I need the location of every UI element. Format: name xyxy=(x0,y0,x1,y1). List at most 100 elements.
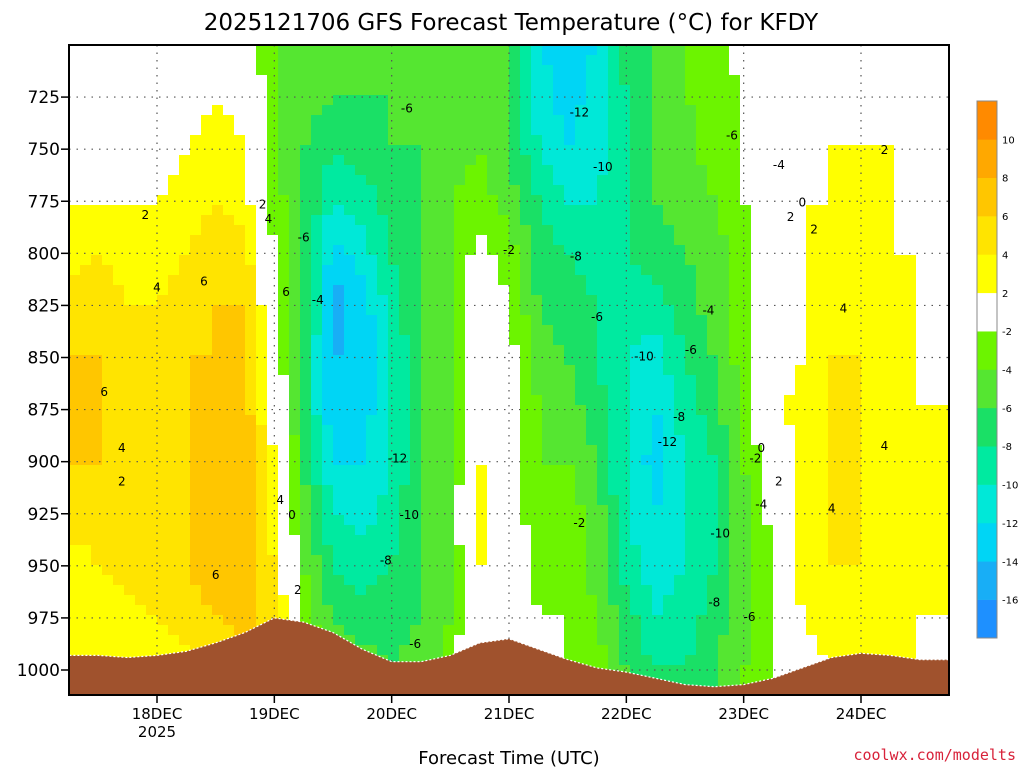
temperature-cell xyxy=(102,565,114,576)
temperature-cell xyxy=(685,555,697,566)
temperature-cell xyxy=(113,365,125,376)
temperature-cell xyxy=(641,165,653,176)
temperature-cell xyxy=(399,45,411,56)
temperature-cell xyxy=(366,485,378,496)
temperature-cell xyxy=(278,205,290,216)
temperature-cell xyxy=(267,395,279,406)
temperature-cell xyxy=(388,45,400,56)
temperature-cell xyxy=(421,65,433,76)
temperature-cell xyxy=(234,335,246,346)
temperature-cell xyxy=(663,615,675,626)
temperature-cell xyxy=(861,395,873,406)
temperature-cell xyxy=(399,85,411,96)
temperature-cell xyxy=(190,165,202,176)
temperature-cell xyxy=(234,365,246,376)
temperature-cell xyxy=(190,225,202,236)
temperature-cell xyxy=(245,405,257,416)
temperature-cell xyxy=(135,125,147,136)
temperature-cell xyxy=(487,435,499,446)
temperature-cell xyxy=(113,405,125,416)
temperature-cell xyxy=(135,645,147,656)
temperature-cell xyxy=(894,85,906,96)
temperature-cell xyxy=(267,305,279,316)
temperature-cell xyxy=(135,285,147,296)
temperature-cell xyxy=(91,635,103,646)
temperature-cell xyxy=(179,125,191,136)
temperature-cell xyxy=(751,575,763,586)
temperature-cell xyxy=(641,555,653,566)
temperature-cell xyxy=(443,165,455,176)
temperature-cell xyxy=(795,545,807,556)
temperature-cell xyxy=(751,435,763,446)
temperature-cell xyxy=(652,115,664,126)
temperature-cell xyxy=(575,85,587,96)
temperature-cell xyxy=(586,335,598,346)
temperature-cell xyxy=(102,525,114,536)
temperature-cell xyxy=(718,105,730,116)
temperature-cell xyxy=(641,345,653,356)
temperature-cell xyxy=(432,625,444,636)
temperature-cell xyxy=(531,75,543,86)
temperature-cell xyxy=(564,315,576,326)
temperature-cell xyxy=(586,555,598,566)
temperature-cell xyxy=(839,335,851,346)
temperature-cell xyxy=(476,365,488,376)
temperature-cell xyxy=(630,95,642,106)
temperature-cell xyxy=(861,595,873,606)
temperature-cell xyxy=(839,255,851,266)
temperature-cell xyxy=(784,45,796,56)
temperature-cell xyxy=(443,265,455,276)
temperature-cell xyxy=(168,165,180,176)
temperature-cell xyxy=(641,615,653,626)
temperature-cell xyxy=(850,445,862,456)
temperature-cell xyxy=(575,475,587,486)
temperature-cell xyxy=(817,585,829,596)
temperature-cell xyxy=(80,525,92,536)
temperature-cell xyxy=(432,175,444,186)
temperature-cell xyxy=(575,115,587,126)
temperature-cell xyxy=(432,55,444,66)
temperature-cell xyxy=(839,75,851,86)
temperature-cell xyxy=(784,235,796,246)
temperature-cell xyxy=(729,395,741,406)
temperature-cell xyxy=(388,235,400,246)
temperature-cell xyxy=(883,85,895,96)
temperature-cell xyxy=(674,565,686,576)
temperature-cell xyxy=(630,275,642,286)
temperature-cell xyxy=(542,115,554,126)
temperature-cell xyxy=(652,595,664,606)
temperature-cell xyxy=(641,65,653,76)
temperature-cell xyxy=(861,215,873,226)
temperature-cell xyxy=(146,505,158,516)
temperature-cell xyxy=(729,225,741,236)
temperature-cell xyxy=(278,595,290,606)
temperature-cell xyxy=(740,55,752,66)
temperature-cell xyxy=(179,495,191,506)
temperature-cell xyxy=(80,485,92,496)
temperature-cell xyxy=(256,165,268,176)
temperature-cell xyxy=(410,405,422,416)
temperature-cell xyxy=(740,445,752,456)
temperature-cell xyxy=(498,345,510,356)
temperature-cell xyxy=(223,475,235,486)
temperature-cell xyxy=(223,535,235,546)
temperature-cell xyxy=(586,495,598,506)
temperature-cell xyxy=(905,265,917,276)
temperature-cell xyxy=(69,635,81,646)
temperature-cell xyxy=(619,495,631,506)
temperature-cell xyxy=(883,225,895,236)
temperature-cell xyxy=(311,465,323,476)
temperature-cell xyxy=(894,625,906,636)
temperature-cell xyxy=(839,495,851,506)
temperature-cell xyxy=(509,75,521,86)
temperature-cell xyxy=(696,655,708,666)
temperature-cell xyxy=(762,395,774,406)
temperature-cell xyxy=(652,545,664,556)
temperature-cell xyxy=(674,245,686,256)
temperature-cell xyxy=(509,155,521,166)
temperature-cell xyxy=(388,55,400,66)
temperature-cell xyxy=(102,555,114,566)
temperature-cell xyxy=(124,245,136,256)
temperature-cell xyxy=(806,205,818,216)
temperature-cell xyxy=(608,545,620,556)
